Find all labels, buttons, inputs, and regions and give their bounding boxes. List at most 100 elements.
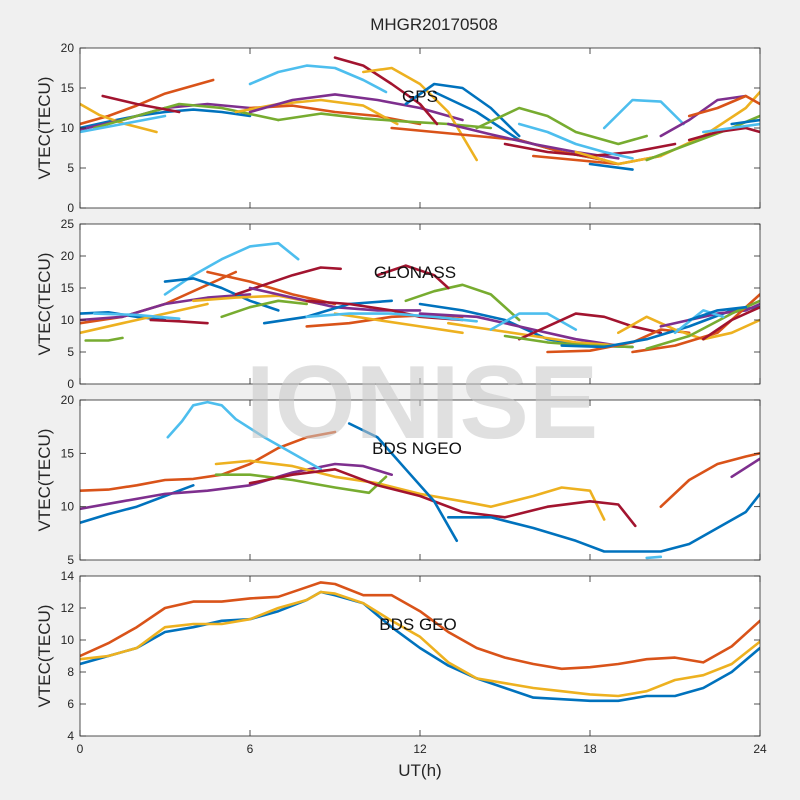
series-line-7	[149, 318, 209, 325]
series-line-1	[80, 430, 337, 493]
series-line-11	[248, 93, 464, 122]
series-line-31	[659, 302, 760, 328]
subplot-4: 0 6 12 18 24 4 6 8 10 12 14 VTEC(TECU) BDS GEO	[35, 569, 767, 756]
watermark-text: IONISE	[246, 345, 599, 461]
figure-title: MHGR20170508	[370, 15, 498, 34]
y-tick-label: 5	[67, 161, 74, 175]
series-line-7	[101, 94, 181, 114]
x-tick-label: 12	[413, 742, 427, 756]
series-group	[80, 400, 760, 560]
series-line-10	[206, 270, 337, 306]
x-tick-label: 24	[753, 742, 767, 756]
series-line-2	[80, 590, 760, 703]
series-line-35	[701, 305, 760, 341]
series-line-3	[80, 590, 760, 698]
series-line-14	[220, 299, 309, 319]
series-line-11	[730, 457, 760, 479]
subplot-annotation: BDS NGEO	[372, 439, 462, 458]
y-tick-label: 14	[61, 569, 75, 583]
series-group	[80, 56, 760, 171]
series-line-30	[616, 315, 760, 341]
x-tick-label: 0	[77, 742, 84, 756]
y-axis-label: VTEC(TECU)	[35, 77, 54, 180]
series-line-31	[730, 118, 760, 126]
series-line-2	[80, 78, 215, 126]
y-axis-label: VTEC(TECU)	[35, 429, 54, 532]
y-tick-label: 25	[61, 217, 75, 231]
series-line-24	[446, 321, 620, 347]
series-group	[80, 241, 760, 354]
y-tick-label: 8	[67, 665, 74, 679]
series-line-21	[376, 264, 450, 290]
y-tick-label: 4	[67, 729, 74, 743]
y-tick-label: 5	[67, 345, 74, 359]
y-tick-label: 10	[61, 633, 75, 647]
series-group	[80, 581, 760, 703]
series-line-25	[489, 312, 578, 331]
series-line-9	[248, 104, 422, 126]
y-tick-label: 0	[67, 201, 74, 215]
series-line-5	[84, 336, 124, 342]
series-line-6	[80, 114, 167, 134]
series-line-32	[631, 293, 760, 354]
series-line-26	[659, 94, 748, 138]
y-tick-label: 10	[61, 313, 75, 327]
y-tick-label: 10	[61, 500, 75, 514]
series-line-25	[588, 162, 634, 171]
series-line-36	[687, 305, 748, 322]
series-line-12	[645, 555, 663, 560]
series-line-7	[248, 467, 637, 528]
series-line-18	[446, 122, 620, 160]
y-tick-label: 0	[67, 377, 74, 391]
y-tick-label: 20	[61, 393, 75, 407]
series-line-15	[262, 299, 394, 325]
series-line-26	[517, 312, 663, 341]
series-line-4	[166, 400, 323, 471]
series-line-20	[404, 283, 521, 322]
subplot-annotation: GPS	[402, 87, 438, 106]
series-line-3	[80, 302, 209, 335]
y-tick-label: 5	[67, 553, 74, 567]
series-line-5	[214, 459, 606, 521]
series-line-14	[361, 66, 479, 162]
series-line-18	[333, 312, 464, 335]
x-tick-label: 18	[583, 742, 597, 756]
plot-area	[80, 576, 760, 736]
y-tick-label: 12	[61, 601, 75, 615]
series-line-9	[446, 492, 760, 553]
series-line-6	[92, 312, 181, 321]
y-axis-label: VTEC(TECU)	[35, 605, 54, 708]
series-line-10	[659, 451, 760, 509]
series-line-19	[475, 106, 649, 146]
series-line-3	[80, 102, 158, 134]
y-tick-label: 15	[61, 281, 75, 295]
plot-area	[80, 48, 760, 208]
y-tick-label: 15	[61, 446, 75, 460]
series-line-1	[80, 108, 252, 130]
y-tick-label: 20	[61, 41, 75, 55]
series-line-6	[214, 473, 388, 495]
y-tick-label: 10	[61, 121, 75, 135]
y-axis-label: VTEC(TECU)	[35, 253, 54, 356]
subplot-2: 0 5 10 15 20 25 VTEC(TECU) GLONASS	[35, 217, 761, 391]
x-tick-label: 6	[247, 742, 254, 756]
series-line-1	[80, 581, 760, 671]
series-line-27	[687, 94, 760, 118]
series-line-4	[80, 293, 252, 322]
subplot-3: 5 10 15 20 VTEC(TECU) BDS NGEO	[35, 393, 761, 567]
series-line-30	[701, 122, 760, 134]
series-line-3	[80, 462, 394, 511]
subplot-annotation: GLONASS	[374, 263, 456, 282]
series-line-19	[305, 312, 479, 323]
y-tick-label: 20	[61, 249, 75, 263]
series-line-8	[248, 64, 388, 94]
y-tick-label: 6	[67, 697, 74, 711]
series-line-21	[517, 122, 634, 160]
subplots: 0 5 10 15 20 VTEC(TECU) GPS 0 5 10 15 20 25 VTEC(TECU…	[35, 41, 767, 756]
series-line-13	[333, 56, 439, 126]
series-line-22	[602, 98, 685, 130]
subplot-1: 0 5 10 15 20 VTEC(TECU) GPS	[35, 41, 761, 215]
series-line-34	[673, 309, 725, 335]
series-line-29	[560, 305, 760, 349]
